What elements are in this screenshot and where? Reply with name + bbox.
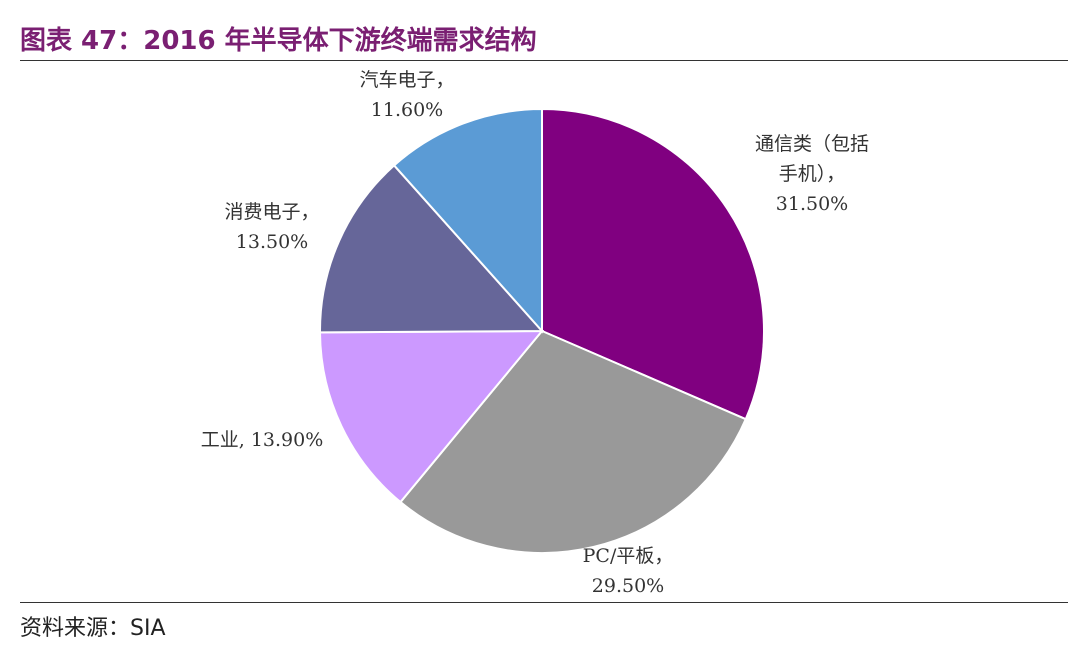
slice-label-line: 29.50%: [592, 575, 664, 597]
chart-title: 图表 47：2016 年半导体下游终端需求结构: [20, 26, 537, 56]
slice-label: 工业, 13.90%: [201, 429, 324, 451]
slice-label: PC/平板， 29.50%: [583, 545, 674, 597]
pie-slice: [392, 107, 543, 334]
pie-slices: [318, 107, 765, 554]
slice-label-line: PC/平板，: [583, 545, 674, 567]
slice-label-line: 11.60%: [371, 99, 443, 121]
pie-slice: [399, 329, 748, 554]
pie-labels: 通信类（包括手机）， 31.50% PC/平板， 29.50% 工业, 13.90% 消费…: [201, 69, 869, 597]
source-label: 资料来源：: [20, 616, 131, 641]
bottom-divider: [20, 602, 1068, 603]
source-note: 资料来源：SIA: [20, 610, 166, 642]
source-value: SIA: [130, 616, 166, 641]
slice-label-line: 工业, 13.90%: [201, 429, 324, 451]
slice-label-line: 汽车电子，: [359, 69, 454, 91]
slice-label-line: 手机），: [779, 163, 846, 185]
top-divider: [20, 60, 1068, 61]
slice-label: 通信类（包括手机）， 31.50%: [755, 133, 869, 215]
slice-label: 消费电子， 13.50%: [224, 201, 319, 253]
slice-label: 汽车电子， 11.60%: [359, 69, 454, 121]
slice-label-line: 31.50%: [776, 193, 848, 215]
pie-slice: [318, 329, 545, 504]
pie-slice: [541, 107, 765, 421]
slice-label-line: 13.50%: [236, 231, 308, 253]
pie-slice: [318, 163, 545, 334]
slice-label-line: 通信类（包括: [755, 133, 869, 155]
slice-label-line: 消费电子，: [224, 201, 319, 223]
